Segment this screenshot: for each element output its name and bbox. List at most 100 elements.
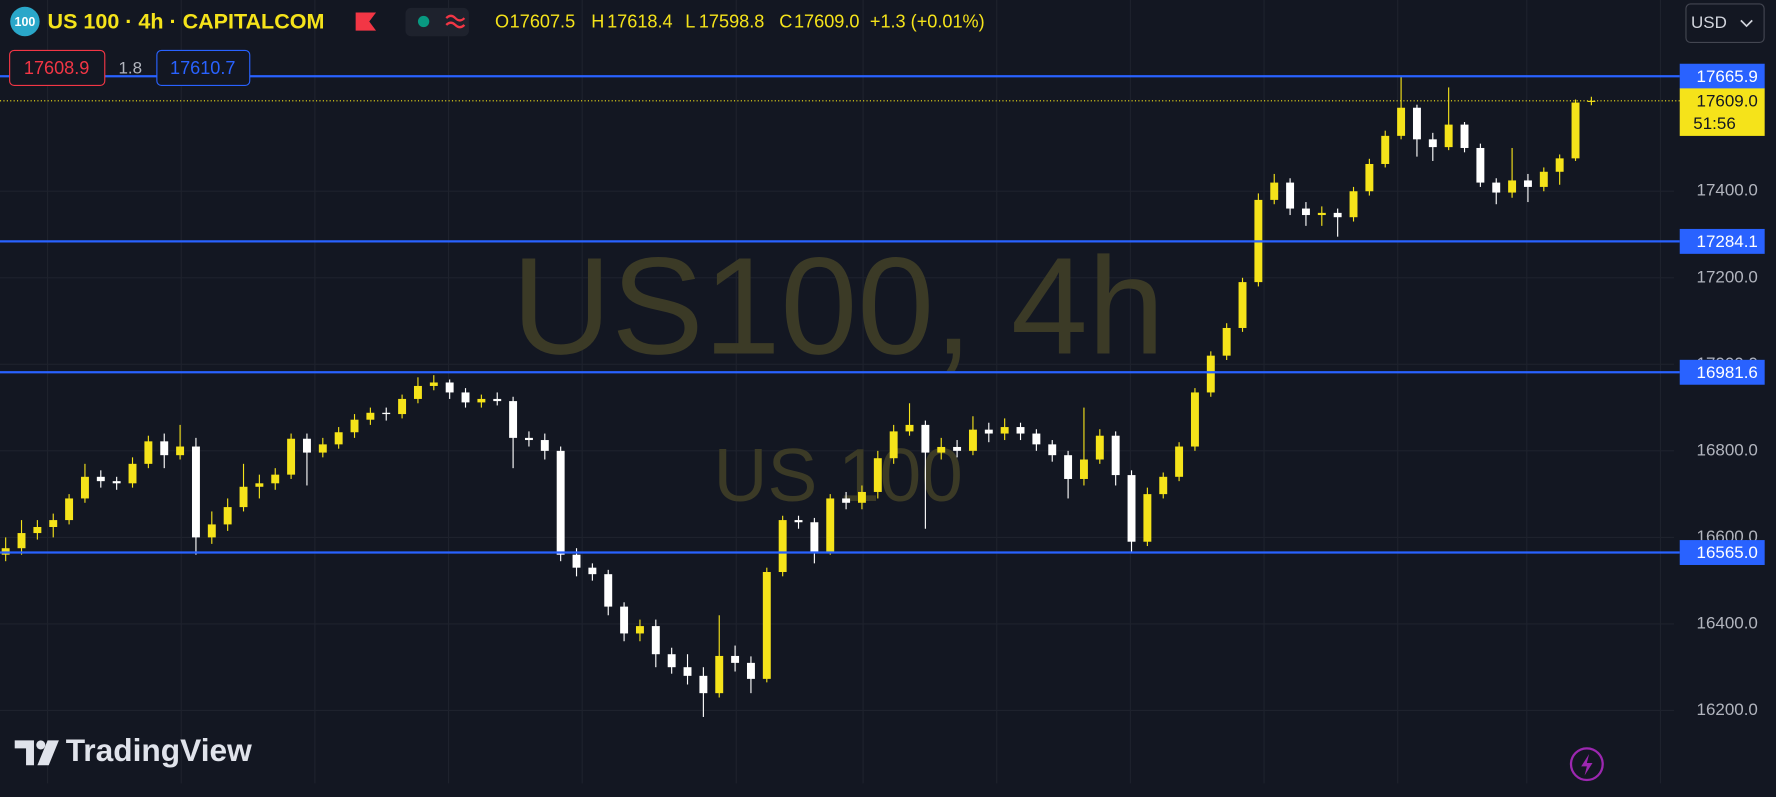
candle-body (651, 626, 660, 655)
candle-body (1444, 124, 1453, 148)
ohlc-value: 17598.8 (699, 11, 764, 31)
header: 100 US 100 · 4h · CAPITALCOM O 17607.5 H… (9, 3, 1765, 87)
candle-body (1460, 124, 1469, 148)
y-tick-label: 16400.0 (1697, 613, 1758, 632)
candle-body (1206, 355, 1215, 393)
logo-dot (36, 740, 46, 750)
flag-icon[interactable] (355, 12, 377, 31)
ohlc-value: 17607.5 (510, 11, 575, 31)
candle-body (1032, 433, 1041, 445)
candle-body (1349, 191, 1358, 218)
candle-body (873, 458, 882, 492)
candle-body (1079, 459, 1088, 479)
candle-body (1317, 212, 1326, 216)
candle-body (33, 527, 42, 534)
level-label-bg (1679, 359, 1765, 385)
candle-body (223, 507, 232, 525)
candle-body (826, 498, 835, 552)
currency-dropdown[interactable] (1685, 3, 1765, 44)
candle-body (794, 520, 803, 523)
candle-body (398, 398, 407, 415)
candle-body (413, 385, 422, 399)
level-label: 17284.1 (1697, 232, 1758, 251)
ohlc-value: 17618.4 (607, 11, 672, 31)
watermark-symbol: US 100 (714, 433, 963, 517)
y-tick-label: 16800.0 (1697, 440, 1758, 459)
quick-action-icon[interactable] (1569, 747, 1604, 782)
candle-body (1428, 139, 1437, 148)
candle-body (350, 419, 359, 433)
candle-body (810, 522, 819, 552)
symbol-badge: 100 (15, 15, 36, 29)
level-label-bg (1679, 540, 1765, 565)
spread: 1.8 (118, 59, 142, 78)
y-tick-label: 17400.0 (1697, 181, 1758, 200)
candle-body (366, 412, 375, 420)
symbol-title[interactable]: US 100 · 4h · CAPITALCOM (48, 9, 325, 33)
candle-body (524, 437, 533, 441)
y-tick-label: 16200.0 (1697, 700, 1758, 719)
ohlc-label: C (779, 11, 792, 31)
candle-body (635, 626, 644, 634)
candle-body (461, 392, 470, 403)
candle-body (1159, 476, 1168, 495)
candle-body (239, 486, 248, 508)
candle-body (1095, 435, 1104, 460)
candle-body (1064, 455, 1073, 479)
logo-slash (37, 740, 59, 766)
candle-body (509, 401, 518, 438)
candle-body (1365, 163, 1374, 192)
dropdown-arrow (1740, 19, 1753, 28)
candle-body (429, 382, 438, 386)
candle-body (1381, 135, 1390, 164)
change: +1.3 (+0.01%) (870, 11, 985, 31)
candle-body (1111, 435, 1120, 476)
candle-body (1492, 182, 1501, 193)
candle-body (746, 662, 755, 679)
candle-body (65, 498, 74, 521)
symbol-badge-icon (10, 6, 40, 37)
level-label: 17665.9 (1697, 67, 1758, 86)
candle-body (96, 476, 105, 482)
candle-body (857, 491, 866, 503)
candle-body (17, 533, 26, 549)
level-label: 16981.6 (1697, 363, 1758, 382)
candle-body (620, 606, 629, 634)
last-price-label: 17609.0 (1697, 91, 1758, 110)
sell-price: 17608.9 (24, 58, 89, 78)
candle-body (540, 440, 549, 451)
branding: TradingView (14, 732, 1604, 782)
candle-body (1190, 392, 1199, 447)
candle-body (667, 654, 676, 668)
candle-body (683, 667, 692, 676)
level-label-bg (1679, 228, 1765, 254)
candle-body (953, 446, 962, 451)
y-tick-label: 17200.0 (1697, 267, 1758, 286)
candle-body (762, 572, 771, 679)
buy-button[interactable] (156, 49, 251, 87)
candle-body (160, 441, 169, 456)
candle-body (271, 474, 280, 484)
candle-body (1222, 327, 1231, 356)
currency: USD (1691, 13, 1727, 32)
candle-body (80, 476, 89, 499)
ohlc-value: 17609.0 (794, 11, 859, 31)
status-pill (405, 7, 469, 37)
logo-text[interactable]: TradingView (66, 732, 252, 768)
sell-button[interactable] (9, 49, 106, 87)
last-price-bg (1679, 88, 1765, 136)
candle-body (842, 498, 851, 503)
candle-body (968, 429, 977, 451)
countdown: 51:56 (1693, 114, 1735, 133)
candle-body (334, 432, 343, 445)
candle-body (191, 446, 200, 538)
candle-body (556, 450, 565, 555)
candle-body (1412, 107, 1421, 140)
candle-body (588, 567, 597, 575)
candle-body (1508, 180, 1517, 193)
candle-body (1000, 427, 1009, 434)
candle-body (1333, 212, 1342, 218)
candle-body (49, 520, 58, 528)
